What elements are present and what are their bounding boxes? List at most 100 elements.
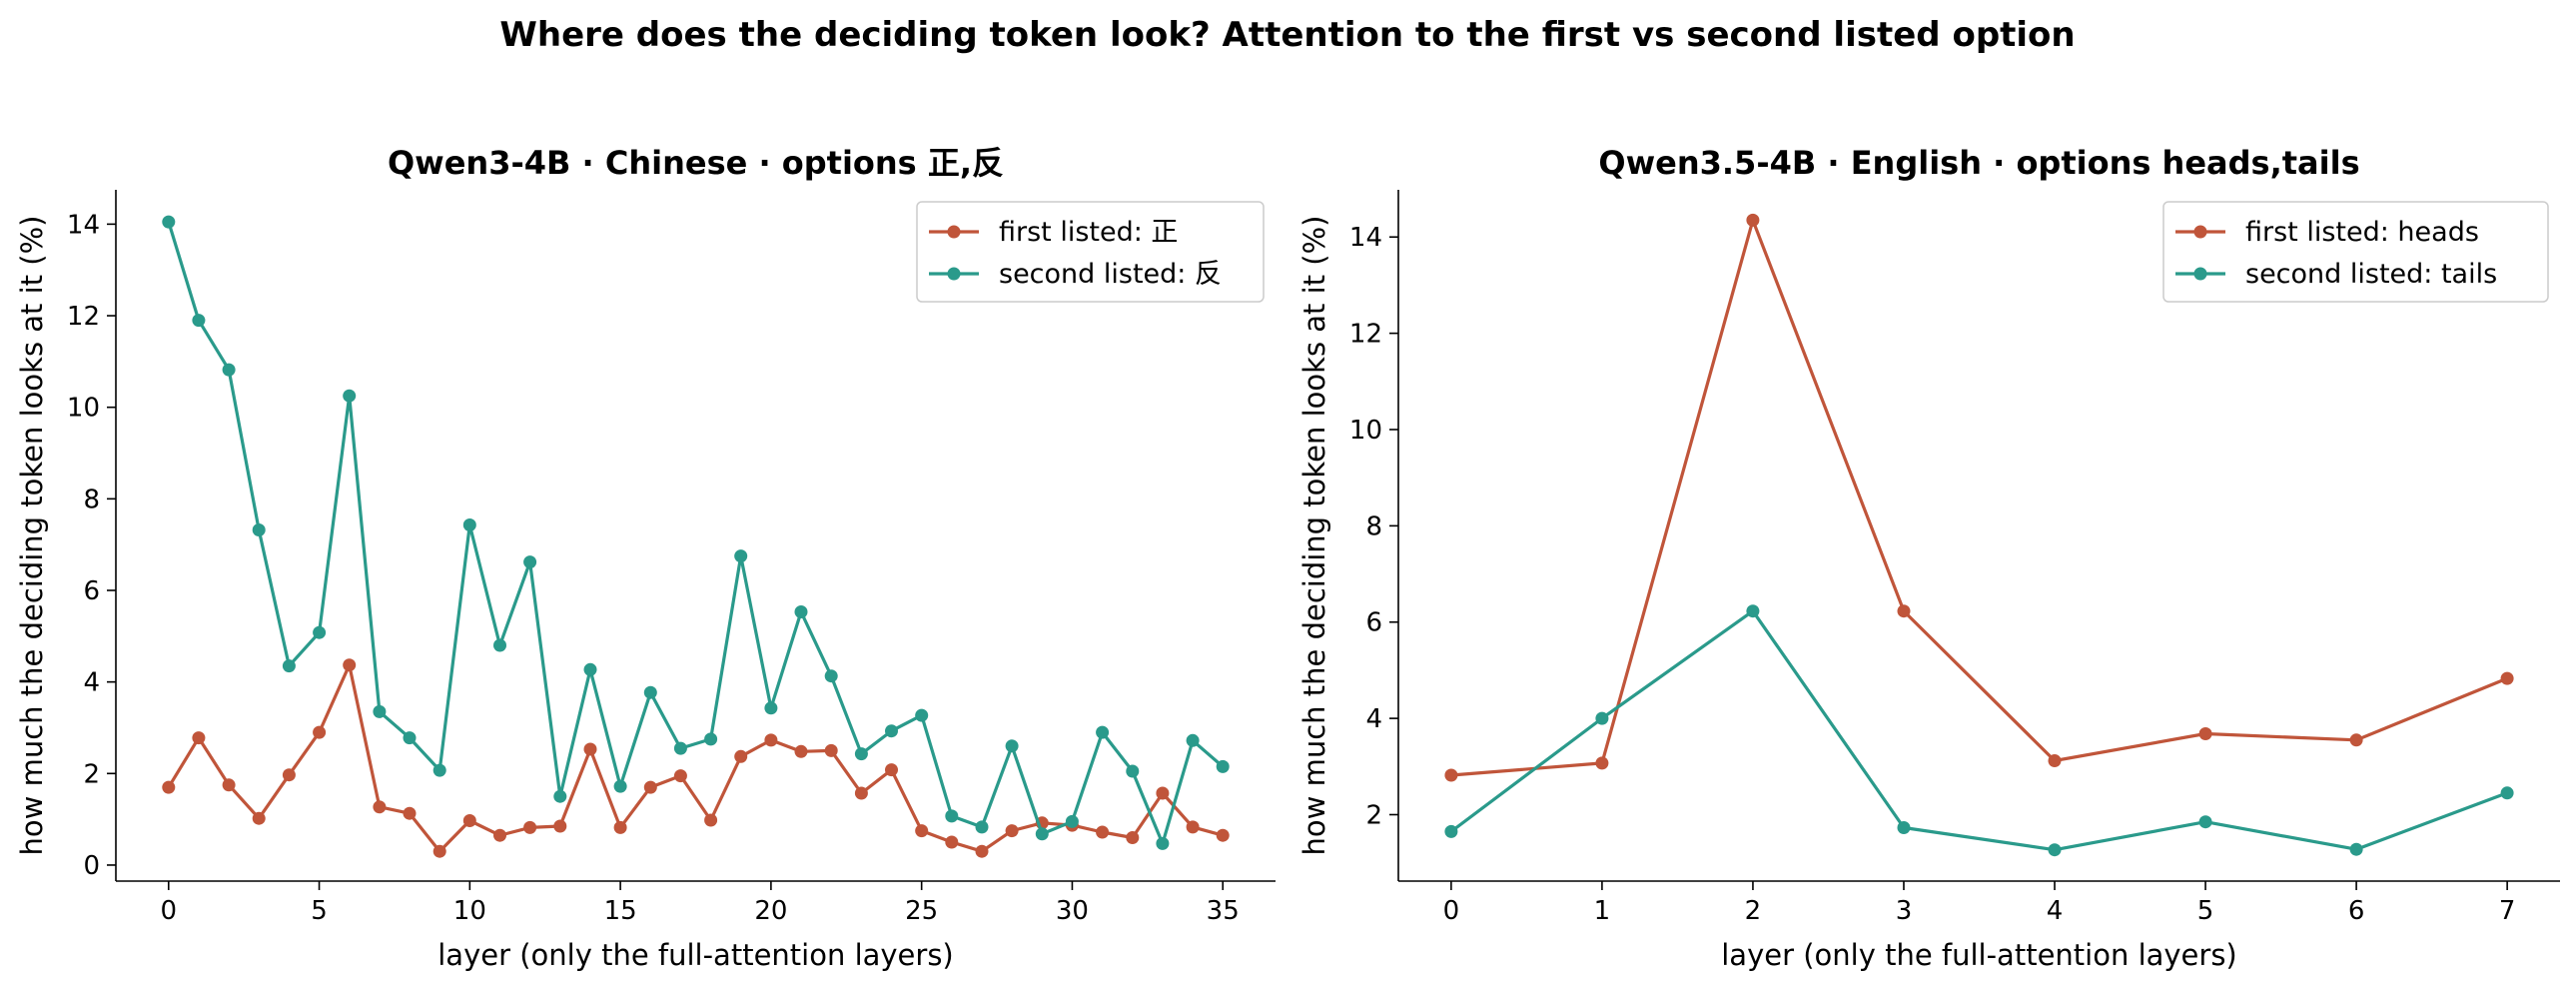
y-tick-label: 4 <box>1365 704 1382 734</box>
data-point-first-listed <box>1216 828 1230 842</box>
y-tick-label: 2 <box>83 759 100 789</box>
x-tick-label: 1 <box>1594 896 1611 926</box>
y-axis-label: how much the deciding token looks at it … <box>15 216 49 856</box>
data-point-second-listed <box>794 605 808 618</box>
y-tick-label: 14 <box>1349 223 1382 253</box>
data-point-second-listed <box>432 763 446 777</box>
data-point-second-listed <box>192 314 206 328</box>
data-point-second-listed <box>1595 711 1609 725</box>
y-tick-label: 10 <box>67 394 100 424</box>
data-point-second-listed <box>2500 786 2514 800</box>
data-point-first-listed <box>734 749 748 763</box>
data-point-second-listed <box>282 659 296 673</box>
legend-entry-label: second listed: tails <box>2245 259 2497 290</box>
y-tick-label: 12 <box>67 302 100 332</box>
data-point-second-listed <box>2349 842 2363 856</box>
legend: first listed: heads second listed: tails <box>2162 201 2549 303</box>
x-tick-label: 0 <box>1443 896 1460 926</box>
data-point-first-listed <box>764 733 778 747</box>
data-point-first-listed <box>282 768 296 782</box>
y-tick-label: 8 <box>1365 511 1382 541</box>
data-point-first-listed <box>373 800 387 814</box>
legend-marker <box>947 267 961 281</box>
data-point-first-listed <box>975 844 989 858</box>
data-point-second-listed <box>673 741 687 755</box>
data-point-first-listed <box>462 814 476 827</box>
data-point-first-listed <box>493 828 506 842</box>
data-point-second-listed <box>373 704 387 718</box>
legend-entry-label: first listed: 正 <box>999 217 1178 248</box>
legend-box <box>2162 201 2549 303</box>
x-tick-label: 25 <box>905 896 938 926</box>
data-point-first-listed <box>553 819 567 833</box>
data-point-second-listed <box>885 724 898 738</box>
x-axis-label: layer (only the full-attention layers) <box>1721 938 2237 972</box>
y-tick-label: 14 <box>67 210 100 240</box>
y-tick-label: 6 <box>83 576 100 606</box>
data-point-second-listed <box>252 523 266 536</box>
legend-marker <box>2193 225 2207 239</box>
y-tick-label: 6 <box>1365 608 1382 638</box>
data-point-first-listed <box>2048 754 2062 767</box>
data-point-second-listed <box>945 809 959 823</box>
data-point-first-listed <box>1126 831 1140 844</box>
x-tick-label: 20 <box>754 896 787 926</box>
x-tick-label: 5 <box>2197 896 2214 926</box>
data-point-first-listed <box>794 744 808 758</box>
data-point-first-listed <box>1005 824 1019 838</box>
legend-marker <box>947 225 961 239</box>
data-point-first-listed <box>854 786 868 800</box>
y-tick-label: 8 <box>83 485 100 514</box>
data-point-first-listed <box>252 811 266 825</box>
x-tick-label: 7 <box>2499 896 2516 926</box>
data-point-second-listed <box>824 669 838 683</box>
figure-suptitle: Where does the deciding token look? Atte… <box>499 15 2075 55</box>
x-tick-label: 3 <box>1896 896 1913 926</box>
x-tick-label: 5 <box>311 896 328 926</box>
legend-box <box>916 201 1265 303</box>
x-axis-label: layer (only the full-attention layers) <box>437 938 954 972</box>
data-point-second-listed <box>1096 725 1110 739</box>
data-point-first-listed <box>2500 671 2514 685</box>
x-tick-label: 15 <box>604 896 637 926</box>
y-tick-label: 2 <box>1365 800 1382 830</box>
data-point-second-listed <box>162 215 176 229</box>
data-point-second-listed <box>1186 733 1200 747</box>
chart-panel-qwen3-chinese: Qwen3-4B · Chinese · options 正,反0 5 10 15 20… <box>15 144 1276 972</box>
data-point-second-listed <box>2198 815 2212 829</box>
data-point-first-listed <box>523 820 537 834</box>
x-tick-label: 4 <box>2047 896 2064 926</box>
data-point-second-listed <box>1005 739 1019 753</box>
data-point-second-listed <box>643 685 657 699</box>
panel-title: Qwen3.5-4B · English · options heads,tai… <box>1598 144 2359 182</box>
data-point-first-listed <box>2198 727 2212 740</box>
data-point-first-listed <box>945 835 959 849</box>
data-point-second-listed <box>343 389 357 403</box>
y-tick-label: 0 <box>83 851 100 881</box>
data-point-second-listed <box>1897 821 1911 834</box>
data-point-first-listed <box>162 780 176 794</box>
data-point-first-listed <box>643 780 657 794</box>
data-point-first-listed <box>915 824 929 838</box>
data-point-second-listed <box>403 731 417 745</box>
data-point-second-listed <box>1216 759 1230 773</box>
legend: first listed: 正 second listed: 反 <box>916 201 1265 303</box>
data-point-first-listed <box>343 658 357 672</box>
data-point-first-listed <box>192 731 206 745</box>
data-point-first-listed <box>824 743 838 757</box>
data-point-first-listed <box>2349 733 2363 747</box>
series-line-second-listed <box>1449 609 2508 852</box>
data-point-second-listed <box>764 701 778 715</box>
data-point-first-listed <box>673 769 687 783</box>
y-axis-label: how much the deciding token looks at it … <box>1297 216 1331 856</box>
legend-entry-label: first listed: heads <box>2245 217 2479 248</box>
chart-panel-qwen35-english: Qwen3.5-4B · English · options heads,tai… <box>1297 144 2560 972</box>
data-point-first-listed <box>222 778 236 792</box>
data-point-second-listed <box>1156 836 1170 850</box>
data-point-first-listed <box>583 742 597 756</box>
data-point-second-listed <box>462 518 476 531</box>
x-tick-label: 0 <box>160 896 177 926</box>
panel-title: Qwen3-4B · Chinese · options 正,反 <box>388 144 1004 182</box>
series-line-second-listed <box>167 221 1225 846</box>
